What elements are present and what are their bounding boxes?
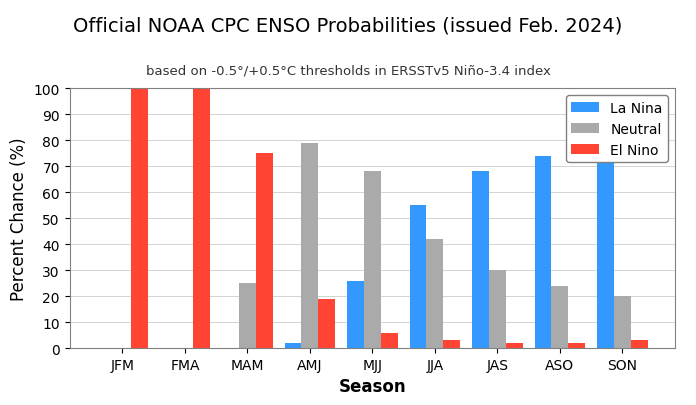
Bar <box>597 149 614 348</box>
Legend: La Nina, Neutral, El Nino: La Nina, Neutral, El Nino <box>566 96 668 163</box>
Bar <box>551 286 568 348</box>
Bar <box>506 343 523 348</box>
Text: based on -0.5°/+0.5°C thresholds in ERSSTv5 Niño-3.4 index: based on -0.5°/+0.5°C thresholds in ERSS… <box>145 65 551 78</box>
Bar <box>301 143 318 348</box>
Bar <box>443 341 460 348</box>
Bar <box>131 89 148 348</box>
Bar <box>347 281 364 348</box>
Bar <box>285 343 301 348</box>
Bar <box>472 172 489 348</box>
Bar <box>364 172 381 348</box>
Y-axis label: Percent Chance (%): Percent Chance (%) <box>10 137 28 301</box>
Bar <box>631 341 647 348</box>
Text: Official NOAA CPC ENSO Probabilities (issued Feb. 2024): Official NOAA CPC ENSO Probabilities (is… <box>73 16 623 35</box>
X-axis label: Season: Season <box>338 377 406 395</box>
Bar <box>489 271 506 348</box>
Bar <box>239 284 256 348</box>
Bar <box>381 333 397 348</box>
Bar <box>409 206 427 348</box>
Bar <box>318 299 335 348</box>
Bar <box>427 239 443 348</box>
Bar <box>256 154 273 348</box>
Bar <box>614 296 631 348</box>
Bar <box>568 343 585 348</box>
Bar <box>535 156 551 348</box>
Bar <box>193 89 210 348</box>
